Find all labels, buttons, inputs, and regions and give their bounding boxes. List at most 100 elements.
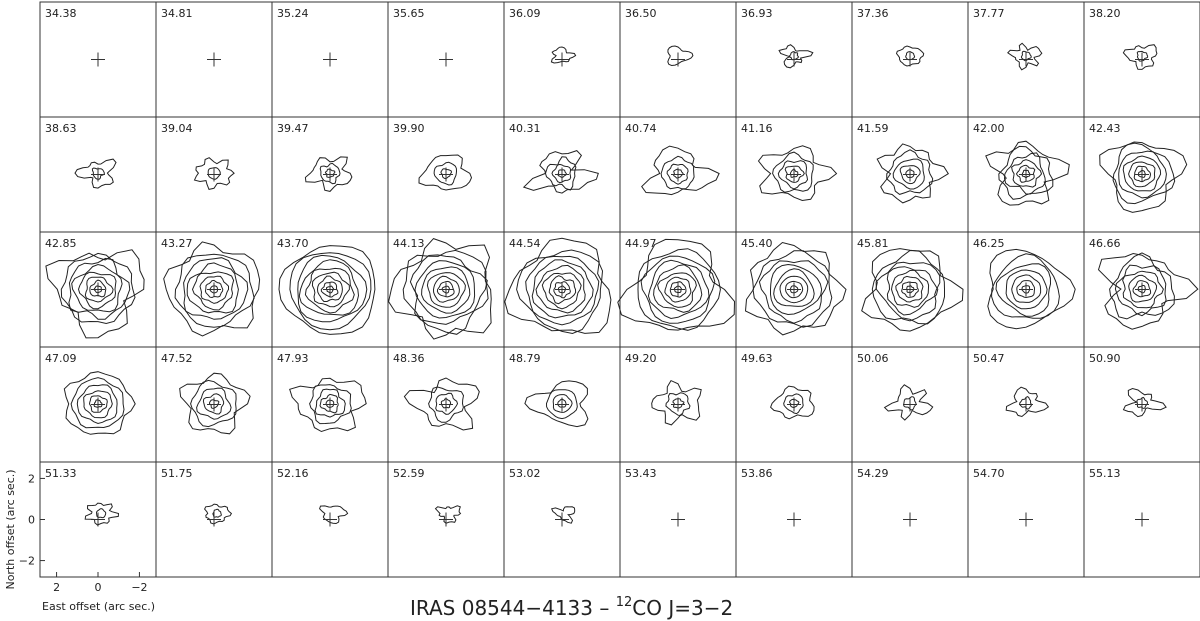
contour-line xyxy=(319,505,349,525)
contour-line xyxy=(84,276,114,303)
contour-line xyxy=(544,156,577,191)
contour-line xyxy=(88,395,108,413)
contour-line xyxy=(208,399,220,409)
channel-label: 41.59 xyxy=(857,122,889,135)
y-axis-label: North offset (arc sec.) xyxy=(4,469,17,589)
channel-label: 54.29 xyxy=(857,467,889,480)
contour-line xyxy=(311,271,350,308)
contour-line xyxy=(531,259,594,319)
contour-line xyxy=(890,269,930,308)
contour-line xyxy=(1133,165,1152,183)
contour-line xyxy=(991,253,1060,319)
channel-label: 48.36 xyxy=(393,352,425,365)
channel-label: 38.20 xyxy=(1089,7,1121,20)
channel-label: 52.16 xyxy=(277,467,309,480)
contour-line xyxy=(297,254,368,323)
contour-line xyxy=(433,161,458,186)
contour-line xyxy=(193,157,235,190)
channel-label: 36.93 xyxy=(741,7,773,20)
contour-line xyxy=(1005,269,1048,310)
contour-line xyxy=(1007,42,1043,71)
channel-label: 47.09 xyxy=(45,352,77,365)
contour-line xyxy=(895,275,924,303)
contour-line xyxy=(789,168,799,178)
title-superscript: 12 xyxy=(616,595,633,610)
channel-label: 46.25 xyxy=(973,237,1005,250)
contour-line xyxy=(204,503,233,525)
contour-line xyxy=(757,145,838,202)
contour-line xyxy=(388,238,492,340)
contour-line xyxy=(1122,270,1164,309)
title-tail: CO J=3−2 xyxy=(632,596,733,620)
contour-line xyxy=(660,155,695,190)
channel-label: 50.47 xyxy=(973,352,1005,365)
contour-line xyxy=(667,45,694,67)
contour-line xyxy=(672,398,685,409)
channel-label: 45.81 xyxy=(857,237,889,250)
contour-line xyxy=(304,156,353,192)
contour-line xyxy=(773,268,815,307)
contour-line xyxy=(557,169,567,179)
contour-line xyxy=(196,387,232,420)
contour-line xyxy=(641,145,720,196)
contour-line xyxy=(985,140,1070,206)
contour-line xyxy=(647,259,710,320)
contour-line xyxy=(895,45,925,67)
contour-line xyxy=(504,237,612,334)
contour-line xyxy=(552,394,573,413)
channel-label: 44.97 xyxy=(625,237,657,250)
contour-line xyxy=(1020,50,1032,62)
contour-line xyxy=(179,372,251,435)
contour-line xyxy=(673,168,684,179)
contour-line xyxy=(1136,396,1149,409)
channel-label: 44.13 xyxy=(393,237,425,250)
contour-line xyxy=(403,377,480,431)
contour-line xyxy=(191,271,235,311)
channel-label: 38.63 xyxy=(45,122,77,135)
contour-line xyxy=(95,508,107,519)
contour-line xyxy=(436,280,455,298)
contour-line xyxy=(640,255,716,324)
contour-line xyxy=(903,396,917,411)
channel-label: 42.00 xyxy=(973,122,1005,135)
channel-label: 41.16 xyxy=(741,122,773,135)
contour-line xyxy=(1109,252,1175,320)
contour-line xyxy=(525,255,600,326)
contour-line xyxy=(77,271,117,310)
contour-line xyxy=(1016,280,1036,299)
contour-line xyxy=(324,168,336,178)
channel-label: 43.70 xyxy=(277,237,309,250)
contour-line xyxy=(657,272,697,308)
contour-line xyxy=(876,143,949,204)
y-tick-label: −2 xyxy=(19,555,35,568)
contour-line xyxy=(987,248,1076,330)
contour-line xyxy=(68,257,131,320)
y-tick-label: 2 xyxy=(28,472,35,485)
contour-line xyxy=(319,393,339,414)
contour-line xyxy=(995,263,1052,317)
contour-line xyxy=(309,384,352,425)
contour-line xyxy=(421,266,471,314)
contour-line xyxy=(212,508,222,518)
channel-label: 37.36 xyxy=(857,7,889,20)
contour-line xyxy=(778,44,814,69)
channel-label: 49.63 xyxy=(741,352,773,365)
contour-line xyxy=(557,398,567,408)
contour-line xyxy=(541,272,582,310)
contour-line xyxy=(45,249,145,339)
contour-line xyxy=(548,275,577,305)
channel-label: 37.77 xyxy=(973,7,1005,20)
contour-line xyxy=(1011,274,1042,303)
contour-line xyxy=(1112,142,1176,205)
contour-line xyxy=(1128,274,1158,303)
contour-line xyxy=(886,149,934,195)
contour-line xyxy=(63,371,136,435)
contour-line xyxy=(409,254,488,325)
contour-line xyxy=(758,260,829,324)
channel-label: 52.59 xyxy=(393,467,425,480)
channel-label: 53.02 xyxy=(509,467,541,480)
contour-line xyxy=(550,46,577,64)
contour-line xyxy=(440,168,453,179)
contour-line xyxy=(440,398,452,409)
contour-line xyxy=(535,264,586,314)
